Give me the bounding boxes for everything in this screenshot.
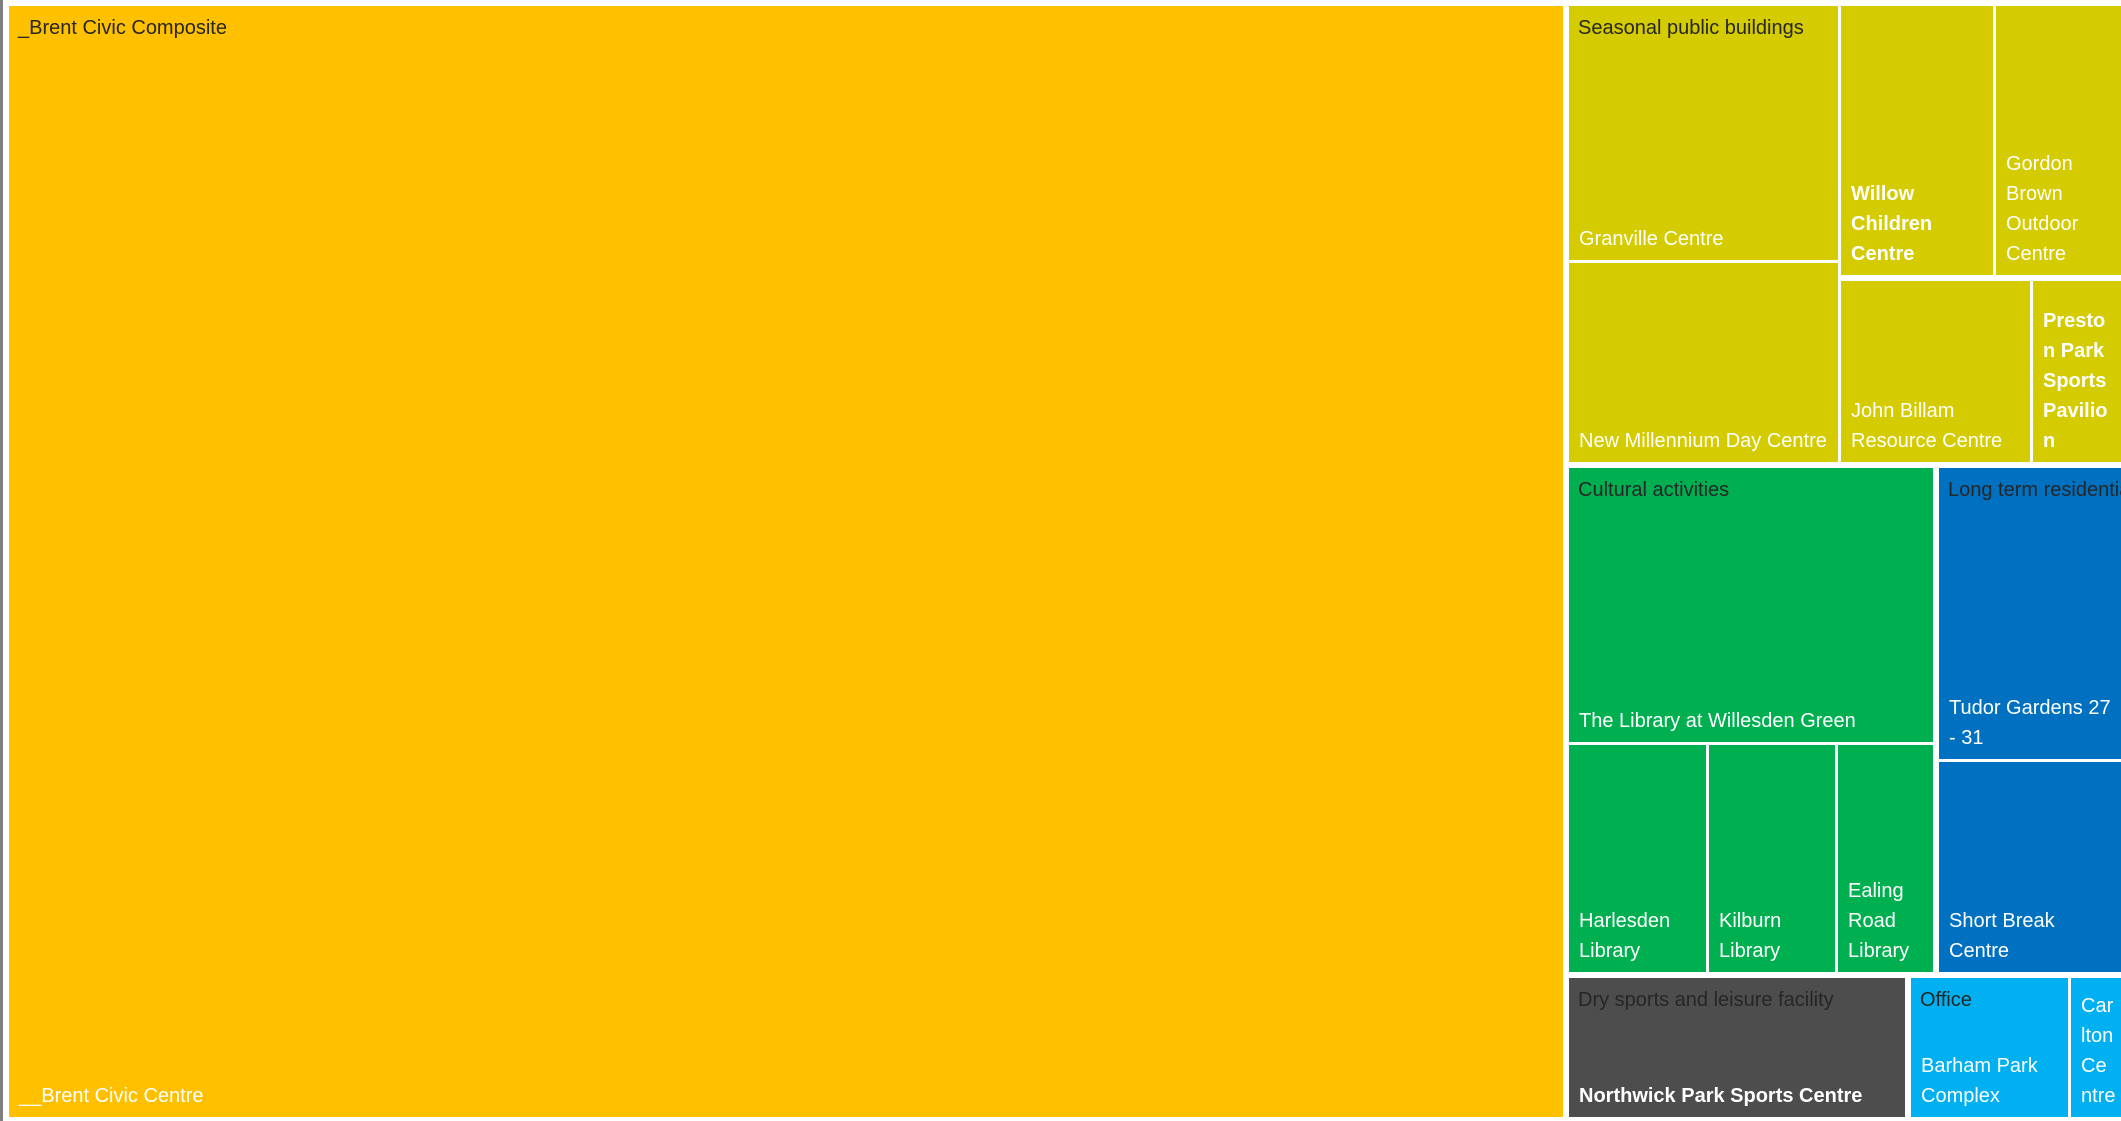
- treemap-leaf-label: Tudor Gardens 27 - 31: [1949, 697, 2111, 749]
- treemap-group-office[interactable]: Barham Park Complex Carlton Centre Office: [1908, 975, 2121, 1120]
- treemap-leaf-label: Gordon Brown Outdoor Centre: [2006, 153, 2079, 265]
- treemap-leaf-label: Northwick Park Sports Centre: [1579, 1085, 1863, 1107]
- treemap-group-label: Seasonal public buildings: [1578, 17, 1804, 39]
- treemap-leaf-short-break-centre[interactable]: Short Break Centre: [1936, 759, 2121, 975]
- treemap-leaf-label: Carlton Centre: [2081, 995, 2116, 1107]
- treemap-group-label: Cultural activities: [1578, 479, 1730, 501]
- treemap-leaf-granville-centre[interactable]: Granville Centre: [1566, 3, 1841, 263]
- treemap-leaf-label: Kilburn Library: [1719, 910, 1782, 962]
- treemap-group-dry-sports-and-leisure-facility[interactable]: Northwick Park Sports Centre Dry sports a…: [1566, 975, 1908, 1120]
- treemap-group-cultural-activities[interactable]: The Library at Willesden Green Harlesden …: [1566, 465, 1936, 975]
- treemap-leaf-northwick-park-sports-centre[interactable]: Northwick Park Sports Centre: [1566, 975, 1908, 1120]
- treemap-leaf-label: Short Break Centre: [1949, 910, 2055, 962]
- treemap-leaf-the-library-at-willesden-green[interactable]: The Library at Willesden Green: [1566, 465, 1936, 745]
- treemap-leaf-label: Granville Centre: [1579, 228, 1724, 250]
- treemap-group-label: Long term residential: [1948, 479, 2121, 501]
- treemap-group-label: Dry sports and leisure facility: [1578, 989, 1834, 1011]
- treemap-leaf-new-millennium-day-centre[interactable]: New Millennium Day Centre: [1566, 260, 1841, 465]
- treemap-leaf-harlesden-library[interactable]: Harlesden Library: [1566, 742, 1709, 975]
- treemap-leaf-label: John Billam Resource Centre: [1851, 400, 2003, 452]
- treemap-group-label: _Brent Civic Composite: [18, 17, 227, 39]
- treemap-leaf-brent-civic-centre[interactable]: __Brent Civic Centre: [6, 3, 1566, 1120]
- treemap-leaf-label: The Library at Willesden Green: [1579, 710, 1856, 732]
- treemap-group-brent-civic-composite[interactable]: __Brent Civic Centre _Brent Civic Composi…: [6, 3, 1566, 1120]
- treemap-leaf-preston-park-sports-pavilion[interactable]: Preston Park Sports Pavilion: [2030, 278, 2121, 465]
- treemap-leaf-ealing-road-library[interactable]: Ealing Road Library: [1835, 742, 1936, 975]
- treemap-leaf-label: Preston Park Sports Pavilion: [2043, 310, 2108, 452]
- treemap-leaf-label: Harlesden Library: [1579, 910, 1671, 962]
- treemap-leaf-label: Barham Park Complex: [1921, 1055, 2038, 1107]
- treemap-leaf-kilburn-library[interactable]: Kilburn Library: [1706, 742, 1838, 975]
- treemap-leaf-gordon-brown-outdoor-centre[interactable]: Gordon Brown Outdoor Centre: [1993, 3, 2121, 278]
- treemap-group-seasonal-public-buildings[interactable]: Granville Centre New Millennium Day Centr…: [1566, 3, 2121, 465]
- treemap-leaf-john-billam-resource-centre[interactable]: John Billam Resource Centre: [1838, 278, 2033, 465]
- treemap-leaf-willow-children-centre[interactable]: Willow Children Centre: [1838, 3, 1996, 278]
- treemap-leaf-label: Willow Children Centre: [1851, 183, 1933, 265]
- treemap-group-long-term-residential[interactable]: Tudor Gardens 27 - 31 Short Break Centre L…: [1936, 465, 2121, 975]
- treemap-leaf-carlton-centre[interactable]: Carlton Centre: [2068, 975, 2121, 1120]
- treemap-group-label: Office: [1920, 989, 1972, 1011]
- treemap-leaf-tudor-gardens-27-31[interactable]: Tudor Gardens 27 - 31: [1936, 465, 2121, 762]
- treemap-leaf-label: New Millennium Day Centre: [1579, 430, 1827, 452]
- treemap-leaf-label: __Brent Civic Centre: [19, 1085, 204, 1107]
- treemap-leaf-label: Ealing Road Library: [1848, 880, 1910, 962]
- treemap-leaf-barham-park-complex[interactable]: Barham Park Complex: [1908, 975, 2071, 1120]
